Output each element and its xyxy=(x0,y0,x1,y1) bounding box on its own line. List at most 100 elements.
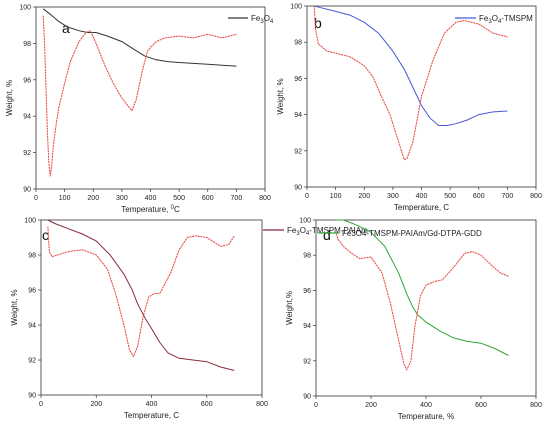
x-tick-label: 0 xyxy=(314,402,318,409)
legend-label-part: Fe xyxy=(479,14,489,23)
y-tick-label: 96 xyxy=(28,288,36,295)
y-tick-label: 94 xyxy=(23,114,31,121)
y-tick-label: 100 xyxy=(290,4,302,11)
y-axis-label: Weight, % xyxy=(5,80,14,116)
legend-label-sub: 3 xyxy=(260,19,264,25)
x-tick-label: 800 xyxy=(530,193,542,200)
legend-label: Fe3O4 xyxy=(251,14,274,25)
legend-label-part: O xyxy=(300,226,306,235)
y-tick-label: 100 xyxy=(24,218,36,225)
legend-label-part: -TMSPM xyxy=(501,14,533,23)
x-tick-label: 400 xyxy=(416,193,428,200)
y-axis-label: Weight, % xyxy=(276,78,285,114)
x-tick-label: 700 xyxy=(502,193,514,200)
weight-loss-line xyxy=(314,5,508,126)
legend-label-part: -TMSPM-PAIAm xyxy=(309,226,368,235)
x-tick-label: 200 xyxy=(365,402,377,409)
y-tick-label: 94 xyxy=(294,112,302,119)
x-tick-label: 200 xyxy=(358,193,370,200)
x-axis-label-unit: C xyxy=(174,205,180,214)
y-tick-label: 90 xyxy=(294,185,302,192)
plot-frame xyxy=(306,5,537,188)
x-axis-label: Temperature, % xyxy=(398,412,454,421)
x-tick-label: 800 xyxy=(530,402,542,409)
x-tick-label: 300 xyxy=(387,193,399,200)
weight-loss-line xyxy=(336,219,509,356)
legend-label: Fe3O4-TMSPM-PAIAm/Gd-DTPA-GDD xyxy=(342,229,482,238)
panel-letter: a xyxy=(62,20,70,36)
x-axis-label-text: Temperature, xyxy=(121,205,170,214)
panel-letter: b xyxy=(314,15,322,31)
plot-frame xyxy=(315,219,537,397)
legend-label-sub: 3 xyxy=(488,19,492,25)
x-tick-label: 100 xyxy=(59,195,71,202)
y-tick-label: 92 xyxy=(23,150,31,157)
dtg-dotted-line xyxy=(313,5,508,161)
legend-label-part: O xyxy=(264,14,270,23)
x-axis-label-degree: 0 xyxy=(171,205,175,211)
x-tick-label: 400 xyxy=(145,195,157,202)
legend-label-sub: 4 xyxy=(270,19,274,25)
y-tick-label: 94 xyxy=(28,323,36,330)
x-tick-label: 700 xyxy=(231,195,243,202)
y-tick-label: 96 xyxy=(23,77,31,84)
panel-c: 0 200 400 600 800 90 92 94 96 98 100 Temperature, C… xyxy=(10,218,368,421)
y-tick-label: 100 xyxy=(299,218,311,225)
legend-label-sub: 3 xyxy=(296,231,300,237)
x-axis-label: Temperature, C xyxy=(124,411,179,420)
x-tick-label: 400 xyxy=(146,401,158,408)
y-axis-label: Weight, % xyxy=(10,289,19,325)
plot-frame xyxy=(35,6,266,190)
y-tick-label: 90 xyxy=(23,187,31,194)
y-tick-label: 100 xyxy=(19,5,31,12)
x-tick-label: 600 xyxy=(202,195,214,202)
y-tick-label: 90 xyxy=(303,394,311,401)
x-axis-label: Temperature, 0C xyxy=(121,205,180,214)
legend-label-part: Fe xyxy=(251,14,261,23)
y-tick-label: 96 xyxy=(303,288,311,295)
y-tick-label: 98 xyxy=(23,41,31,48)
y-tick-label: 92 xyxy=(28,358,36,365)
x-tick-label: 200 xyxy=(87,195,99,202)
y-tick-label: 96 xyxy=(294,76,302,83)
legend-label-part: O xyxy=(492,14,498,23)
y-tick-label: 92 xyxy=(303,358,311,365)
y-tick-label: 92 xyxy=(294,148,302,155)
legend-label-sub: 4 xyxy=(498,19,502,25)
y-tick-label: 98 xyxy=(303,253,311,260)
x-tick-label: 500 xyxy=(444,193,456,200)
x-tick-label: 0 xyxy=(39,401,43,408)
x-axis-label: Temperature, C xyxy=(394,203,449,212)
y-tick-label: 90 xyxy=(28,393,36,400)
panel-d: 0 200 400 600 800 90 92 94 96 98 100 Temperature, %… xyxy=(285,218,542,422)
legend-label-sub: 4 xyxy=(306,231,310,237)
y-tick-label: 94 xyxy=(303,323,311,330)
dtg-dotted-line xyxy=(47,226,235,358)
x-tick-label: 800 xyxy=(259,195,271,202)
x-tick-label: 400 xyxy=(420,402,432,409)
panel-b: 0 100 200 300 400 500 600 700 800 90 92 94 96 98 100 Te… xyxy=(276,4,542,213)
panel-letter: c xyxy=(42,227,49,243)
legend-label: Fe3O4-TMSPM xyxy=(479,14,533,25)
x-tick-label: 100 xyxy=(330,193,342,200)
weight-loss-line xyxy=(42,8,237,67)
legend-label-part: Fe xyxy=(287,226,297,235)
x-tick-label: 0 xyxy=(305,193,309,200)
panel-a: 0 100 200 300 400 500 600 700 800 90 92 94 96 98 100 Te… xyxy=(5,5,274,215)
x-tick-label: 500 xyxy=(173,195,185,202)
x-tick-label: 600 xyxy=(475,402,487,409)
y-tick-label: 98 xyxy=(28,253,36,260)
legend-label: Fe3O4-TMSPM-PAIAm xyxy=(287,226,368,237)
panel-letter: d xyxy=(323,227,331,243)
dtg-dotted-line xyxy=(336,233,510,371)
y-tick-label: 98 xyxy=(294,40,302,47)
x-tick-label: 200 xyxy=(90,401,102,408)
weight-loss-line xyxy=(47,219,235,371)
x-tick-label: 600 xyxy=(201,401,213,408)
x-tick-label: 300 xyxy=(116,195,128,202)
dtg-dotted-line xyxy=(42,15,237,177)
x-tick-label: 600 xyxy=(473,193,485,200)
y-axis-label: Weight,% xyxy=(285,291,294,325)
x-tick-label: 800 xyxy=(256,401,268,408)
